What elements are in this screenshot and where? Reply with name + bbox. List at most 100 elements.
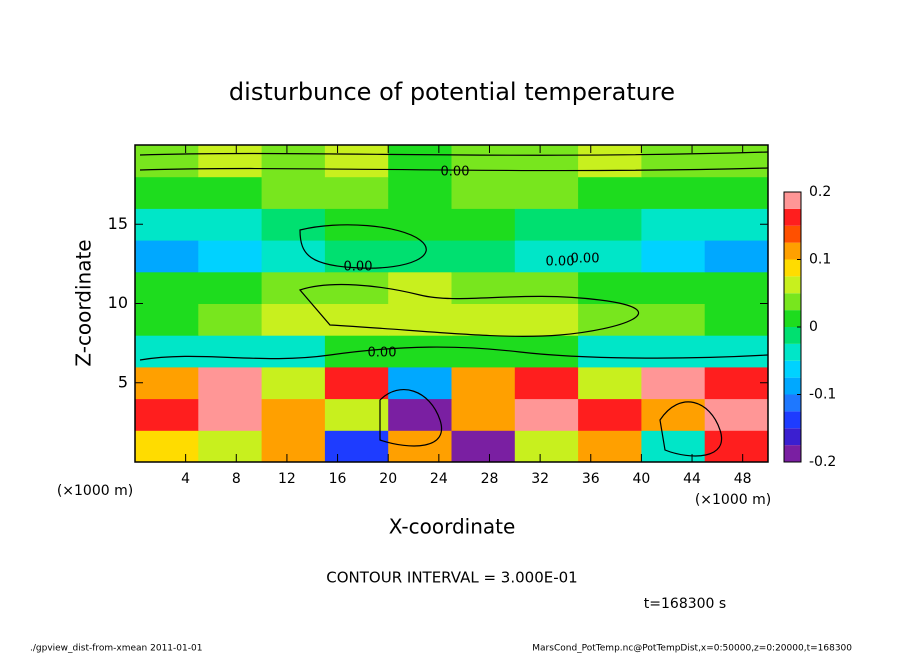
contour-label: 0.00	[441, 165, 470, 180]
heatmap-cell	[514, 145, 579, 178]
contour-line	[379, 389, 443, 447]
heatmap-cell	[704, 366, 769, 400]
x-tick-label: 48	[734, 471, 752, 487]
heatmap-cell	[451, 176, 516, 209]
heatmap-cell	[198, 208, 263, 241]
x-tick-label: 24	[430, 471, 448, 487]
heatmap-cell	[324, 176, 389, 209]
heatmap-cell	[324, 398, 389, 431]
colorbar-segment	[784, 343, 801, 361]
heatmap-cell	[388, 240, 452, 273]
heatmap-cell	[324, 271, 389, 304]
contour-line	[659, 401, 723, 457]
heatmap-cell	[641, 398, 706, 431]
heatmap-cell	[451, 145, 516, 178]
y-axis-label: Z-coordinate	[72, 239, 96, 366]
colorbar-segment	[784, 360, 801, 378]
x-tick-label: 4	[181, 471, 190, 487]
heatmap-cell	[704, 240, 769, 273]
heatmap-cell	[514, 208, 579, 241]
x-tick-label: 28	[481, 471, 499, 487]
heatmap-cell	[324, 366, 389, 400]
y-tick-label: 15	[108, 214, 128, 233]
colorbar-segment	[784, 327, 801, 344]
heatmap-cell	[261, 430, 326, 463]
footer-right: MarsCond_PotTemp.nc@PotTempDist,x=0:5000…	[532, 644, 852, 654]
heatmap-cell	[514, 240, 579, 273]
heatmap-cell	[704, 335, 769, 368]
x-axis-label: X-coordinate	[389, 515, 516, 539]
x-tick-label: 20	[379, 471, 397, 487]
heatmap-cell	[388, 208, 452, 241]
x-tick-label: 32	[531, 471, 549, 487]
heatmap-cell	[578, 240, 642, 273]
heatmap-cell	[324, 430, 389, 463]
heatmap-cell	[514, 303, 579, 336]
contour-line	[299, 224, 427, 269]
colorbar-segment	[784, 259, 801, 277]
heatmap-cell	[704, 430, 769, 463]
colorbar-tick-label: 0.1	[809, 252, 831, 268]
heatmap-cell	[578, 176, 642, 209]
heatmap-cell	[578, 335, 642, 368]
contour-line	[139, 151, 769, 156]
y-tick-label: 5	[118, 372, 128, 391]
heatmap-cell	[135, 145, 199, 178]
time-label: t=168300 s	[644, 596, 726, 612]
heatmap-cell	[324, 303, 389, 336]
heatmap-cell	[641, 430, 706, 463]
x-tick-label: 40	[632, 471, 650, 487]
heatmap-cell	[261, 271, 326, 304]
heatmap-cell	[261, 398, 326, 431]
colorbar-segment	[784, 394, 801, 412]
contour-label: 0.00	[344, 260, 373, 275]
heatmap-cell	[578, 366, 642, 400]
heatmap-cell	[135, 430, 199, 463]
colorbar-segment	[784, 276, 801, 294]
colorbar-tick-label: -0.2	[809, 454, 836, 470]
heatmap-cell	[388, 398, 452, 431]
heatmap-cell	[261, 303, 326, 336]
colorbar-tick-label: -0.1	[809, 387, 836, 403]
colorbar-segment	[784, 225, 801, 243]
heatmap-cell	[261, 335, 326, 368]
colorbar-segment	[784, 293, 801, 311]
heatmap-cell	[135, 335, 199, 368]
heatmap-cell	[388, 145, 452, 178]
heatmap-cell	[261, 145, 326, 178]
contour-label: 0.00	[546, 255, 575, 270]
x-tick-label: 36	[582, 471, 600, 487]
heatmap-cell	[135, 208, 199, 241]
heatmap-cell	[198, 398, 263, 431]
colorbar-segment	[784, 242, 801, 260]
heatmap-cell	[451, 398, 516, 431]
heatmap-cell	[451, 430, 516, 463]
heatmap-cell	[261, 208, 326, 241]
colorbar-tick-label: 0	[809, 319, 818, 335]
heatmap-cell	[198, 303, 263, 336]
y-unit: (×1000 m)	[57, 483, 133, 499]
contour-label: 0.00	[571, 252, 600, 267]
heatmap-cell	[578, 398, 642, 431]
heatmap-cell	[135, 398, 199, 431]
heatmap-cell	[388, 303, 452, 336]
contour-interval: CONTOUR INTERVAL = 3.000E-01	[326, 569, 577, 587]
x-tick-label: 44	[683, 471, 701, 487]
heatmap-cell	[324, 240, 389, 273]
heatmap-cell	[388, 271, 452, 304]
heatmap-cell	[388, 335, 452, 368]
heatmap-cell	[198, 335, 263, 368]
heatmap-cell	[514, 398, 579, 431]
colorbar-segment	[784, 377, 801, 395]
contour-line	[139, 346, 769, 361]
heatmap-cell	[641, 303, 706, 336]
contour-label: 0.00	[368, 346, 397, 361]
colorbar-segment	[784, 310, 801, 327]
heatmap-cell	[135, 271, 199, 304]
heatmap-cell	[578, 208, 642, 241]
colorbar-tick-label: 0.2	[809, 184, 831, 200]
colorbar-segment	[784, 411, 801, 429]
y-tick-label: 10	[108, 293, 128, 312]
heatmap-cell	[198, 366, 263, 400]
